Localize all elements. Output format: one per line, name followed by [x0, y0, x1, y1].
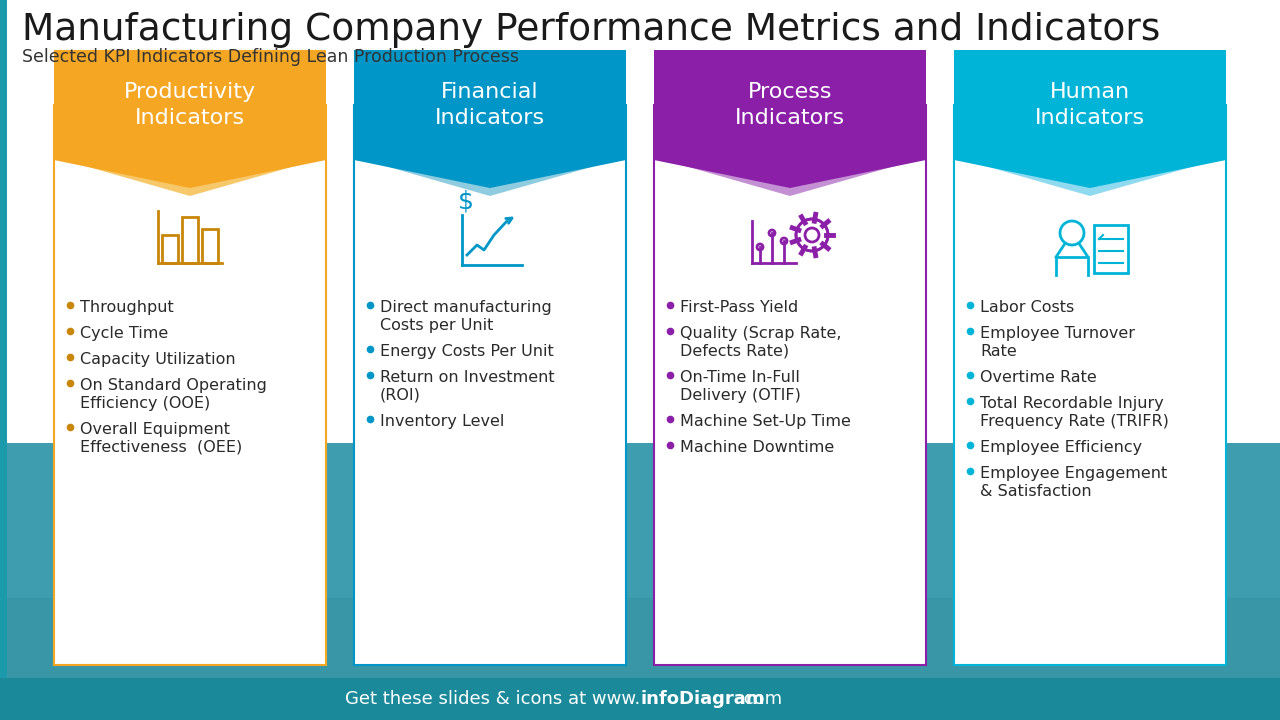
Text: Delivery (OTIF): Delivery (OTIF): [680, 388, 801, 403]
Text: Selected KPI Indicators Defining Lean Production Process: Selected KPI Indicators Defining Lean Pr…: [22, 48, 518, 66]
FancyBboxPatch shape: [654, 105, 925, 665]
Text: .com: .com: [739, 690, 782, 708]
Text: Employee Engagement: Employee Engagement: [980, 466, 1167, 481]
Text: Costs per Unit: Costs per Unit: [380, 318, 493, 333]
Polygon shape: [64, 160, 316, 196]
Text: Capacity Utilization: Capacity Utilization: [79, 352, 236, 367]
Text: Return on Investment: Return on Investment: [380, 370, 554, 385]
Text: First-Pass Yield: First-Pass Yield: [680, 300, 799, 315]
Text: Machine Set-Up Time: Machine Set-Up Time: [680, 414, 851, 429]
Text: Inventory Level: Inventory Level: [380, 414, 504, 429]
Text: Financial
Indicators: Financial Indicators: [435, 82, 545, 128]
Polygon shape: [364, 160, 616, 196]
FancyBboxPatch shape: [0, 443, 1280, 678]
Text: Energy Costs Per Unit: Energy Costs Per Unit: [380, 344, 554, 359]
Text: Overtime Rate: Overtime Rate: [980, 370, 1097, 385]
Text: Rate: Rate: [980, 344, 1016, 359]
FancyBboxPatch shape: [54, 105, 326, 665]
Text: Efficiency (OOE): Efficiency (OOE): [79, 396, 210, 411]
Text: Employee Turnover: Employee Turnover: [980, 326, 1135, 341]
Text: Throughput: Throughput: [79, 300, 174, 315]
Text: $: $: [458, 189, 474, 213]
FancyBboxPatch shape: [0, 678, 1280, 720]
Text: Machine Downtime: Machine Downtime: [680, 440, 835, 455]
Text: Employee Efficiency: Employee Efficiency: [980, 440, 1142, 455]
Text: On-Time In-Full: On-Time In-Full: [680, 370, 800, 385]
FancyBboxPatch shape: [654, 50, 925, 160]
FancyBboxPatch shape: [0, 0, 6, 678]
Text: Effectiveness  (OEE): Effectiveness (OEE): [79, 440, 242, 455]
Text: Manufacturing Company Performance Metrics and Indicators: Manufacturing Company Performance Metric…: [22, 12, 1161, 48]
Text: On Standard Operating: On Standard Operating: [79, 378, 266, 393]
Text: & Satisfaction: & Satisfaction: [980, 484, 1092, 499]
Text: Direct manufacturing: Direct manufacturing: [380, 300, 552, 315]
FancyBboxPatch shape: [355, 50, 626, 160]
Polygon shape: [664, 160, 916, 196]
Polygon shape: [54, 160, 326, 188]
Text: Frequency Rate (TRIFR): Frequency Rate (TRIFR): [980, 414, 1169, 429]
Polygon shape: [954, 160, 1226, 188]
Polygon shape: [964, 160, 1216, 196]
FancyBboxPatch shape: [0, 598, 1280, 678]
Text: Process
Indicators: Process Indicators: [735, 82, 845, 128]
Text: Cycle Time: Cycle Time: [79, 326, 168, 341]
FancyBboxPatch shape: [954, 105, 1226, 665]
Polygon shape: [654, 160, 925, 188]
Text: Overall Equipment: Overall Equipment: [79, 422, 230, 437]
Text: Get these slides & icons at www.: Get these slides & icons at www.: [344, 690, 640, 708]
FancyBboxPatch shape: [0, 0, 1280, 102]
Text: Total Recordable Injury: Total Recordable Injury: [980, 396, 1164, 411]
FancyBboxPatch shape: [355, 105, 626, 665]
Text: Quality (Scrap Rate,: Quality (Scrap Rate,: [680, 326, 841, 341]
Text: (ROI): (ROI): [380, 388, 421, 403]
Polygon shape: [355, 160, 626, 188]
Text: Human
Indicators: Human Indicators: [1036, 82, 1146, 128]
FancyBboxPatch shape: [54, 50, 326, 160]
Text: Productivity
Indicators: Productivity Indicators: [124, 82, 256, 128]
FancyBboxPatch shape: [954, 50, 1226, 160]
Text: Defects Rate): Defects Rate): [680, 344, 790, 359]
Text: infoDiagram: infoDiagram: [640, 690, 764, 708]
FancyBboxPatch shape: [0, 443, 1280, 678]
Text: Labor Costs: Labor Costs: [980, 300, 1074, 315]
